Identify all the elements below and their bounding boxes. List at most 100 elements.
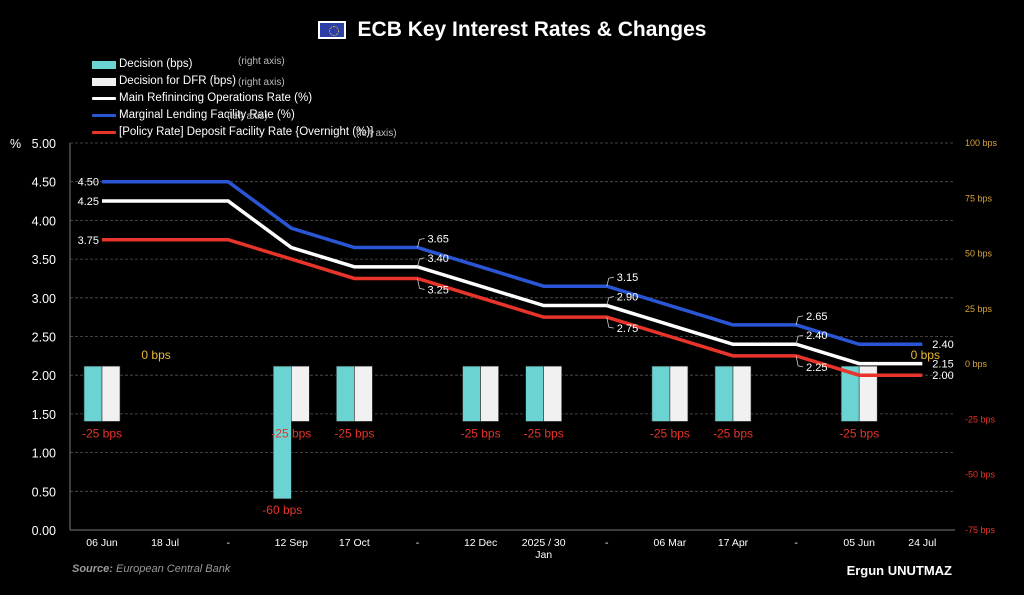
- left-axis-tick: 2.50: [32, 331, 56, 345]
- mro-line: [102, 199, 923, 366]
- source-label: Source:: [72, 563, 113, 575]
- dfr-decision-bar: [290, 365, 310, 422]
- decision-bar: [651, 365, 671, 422]
- axes: 0.00 0.50 1.00 1.50 2.00 2.50 3.00 3.50 4.00 4.50…: [10, 137, 998, 561]
- bar-value-label: -25 bps: [82, 426, 122, 440]
- bar-value-label: -25 bps: [461, 426, 501, 440]
- callout-leader: [795, 355, 804, 368]
- legend-axis-note: (left axis): [356, 128, 397, 139]
- point-label: 4.25: [78, 196, 99, 208]
- legend-swatch: [92, 114, 116, 117]
- x-axis-tick: Jan: [535, 549, 552, 561]
- right-axis-tick: 50 bps: [965, 249, 993, 259]
- x-axis-tick: -: [416, 537, 420, 549]
- callout-leader: [795, 315, 804, 325]
- left-axis-tick: 1.50: [32, 408, 56, 422]
- callout-leader: [606, 276, 614, 287]
- point-label: 2.75: [617, 323, 638, 335]
- x-axis-tick: 06 Jun: [86, 537, 118, 549]
- callout-leader: [606, 317, 614, 329]
- bar-value-label: -60 bps: [262, 503, 302, 517]
- source-note: Source: European Central Bank: [72, 563, 230, 575]
- point-label: 2.40: [806, 330, 827, 342]
- bar-value-label: -25 bps: [650, 426, 690, 440]
- legend-axis-note: (right axis): [238, 56, 285, 67]
- legend-item: Decision (bps) (right axis): [92, 56, 374, 73]
- left-axis-tick: 4.00: [32, 214, 56, 228]
- x-axis-tick: 18 Jul: [151, 537, 179, 549]
- dfr-decision-bar: [543, 365, 563, 422]
- dfr-decision-bar: [732, 365, 752, 422]
- point-label: 3.65: [428, 233, 449, 245]
- series-lines: [102, 179, 923, 377]
- bar-value-label: -25 bps: [839, 426, 879, 440]
- eu-flag-icon: [317, 21, 346, 39]
- x-axis-tick: -: [226, 537, 230, 549]
- point-label: 3.75: [78, 235, 99, 247]
- dfr-decision-bar: [858, 365, 878, 422]
- x-axis-tick: 17 Apr: [718, 537, 749, 549]
- bar-value-label: -25 bps: [271, 426, 311, 440]
- point-label: 2.15: [932, 359, 953, 371]
- legend-swatch: [92, 77, 116, 86]
- left-axis-tick: 4.50: [32, 176, 56, 190]
- x-axis-tick: 2025 / 30: [522, 537, 566, 549]
- left-axis-tick: 0.00: [32, 524, 56, 538]
- left-axis-tick: 3.50: [32, 253, 56, 267]
- left-axis-tick: 2.00: [32, 369, 56, 383]
- bar-value-label: -25 bps: [713, 426, 753, 440]
- callout-leader: [795, 334, 804, 345]
- x-axis-tick: 12 Dec: [464, 537, 497, 549]
- decision-bar: [462, 365, 481, 422]
- x-axis-tick: 06 Mar: [654, 537, 687, 549]
- left-axis-label: %: [10, 137, 21, 151]
- right-axis-tick: -75 bps: [965, 525, 996, 535]
- legend-item: [Policy Rate] Deposit Facility Rate {Ove…: [92, 124, 397, 141]
- bar-value-label: 0 bps: [911, 348, 940, 362]
- point-label: 2.65: [806, 311, 827, 323]
- x-axis-tick: 12 Sep: [275, 537, 308, 549]
- legend-label: Decision (bps): [119, 58, 193, 70]
- bar-value-label: -25 bps: [524, 426, 564, 440]
- legend-label: Decision for DFR (bps): [119, 75, 236, 87]
- point-label: 3.25: [428, 284, 449, 296]
- point-label: 4.50: [78, 177, 99, 189]
- dfr-decision-bar: [669, 365, 689, 422]
- right-axis-tick: -50 bps: [965, 470, 996, 480]
- legend-axis-note: (left axis): [227, 111, 268, 122]
- left-axis-tick: 3.00: [32, 292, 56, 306]
- point-label: 3.15: [617, 272, 638, 284]
- dfr-decision-bar: [480, 365, 499, 422]
- right-axis-tick: 0 bps: [965, 359, 988, 369]
- decision-bar: [525, 365, 545, 422]
- decision-bar: [272, 365, 292, 500]
- callout-leader: [417, 278, 425, 290]
- chart-title: ECB Key Interest Rates & Changes: [357, 18, 707, 41]
- source-text: European Central Bank: [116, 563, 231, 575]
- legend-item: Decision for DFR (bps) (right axis): [92, 73, 374, 90]
- callout-leader: [417, 238, 425, 248]
- bars: [83, 365, 878, 500]
- legend-swatch: [92, 60, 116, 69]
- point-label: 2.00: [932, 370, 953, 382]
- right-axis-tick: -25 bps: [965, 414, 996, 424]
- dfr-decision-bar: [101, 365, 121, 422]
- left-axis-tick: 0.50: [32, 485, 56, 499]
- legend-axis-note: (right axis): [238, 77, 285, 88]
- legend-item: Marginal Lending Facility Rate (%) (left …: [92, 107, 374, 124]
- x-axis-tick: 05 Jun: [843, 537, 875, 549]
- bar-value-label: 0 bps: [141, 348, 170, 362]
- legend-swatch: [92, 97, 116, 100]
- right-axis-tick: 75 bps: [965, 193, 993, 203]
- x-axis-tick: -: [605, 537, 609, 549]
- left-axis-tick: 5.00: [32, 137, 56, 151]
- x-axis-tick: 17 Oct: [339, 537, 370, 549]
- decision-bar: [714, 365, 734, 422]
- mlf-line: [102, 179, 923, 346]
- x-axis-tick: -: [794, 537, 798, 549]
- legend-label: Marginal Lending Facility Rate (%): [119, 109, 295, 121]
- left-axis-tick: 1.00: [32, 447, 56, 461]
- chart-header: ECB Key Interest Rates & Changes: [0, 18, 1024, 42]
- decision-bar: [336, 365, 355, 422]
